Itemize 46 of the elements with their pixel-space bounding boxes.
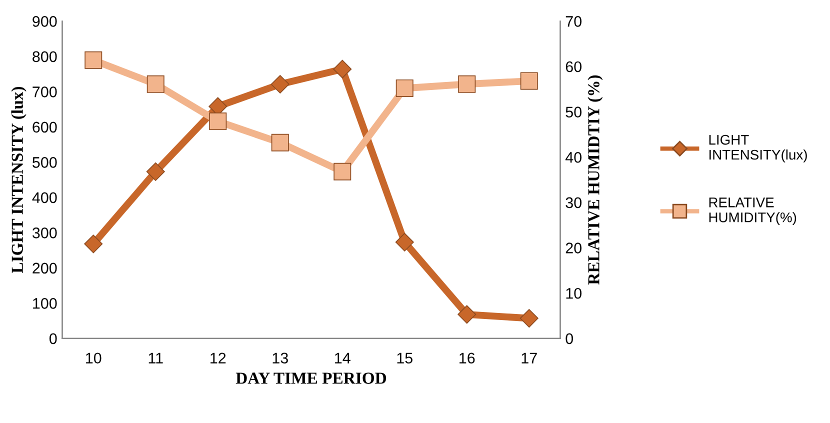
- x-tick-label: 16: [460, 352, 475, 364]
- x-tick-label: 10: [86, 352, 102, 364]
- legend-label: LIGHT INTENSITY(lux): [709, 134, 807, 162]
- point: [146, 75, 164, 93]
- point: [396, 79, 414, 97]
- x-axis-title: DAY TIME PERIOD: [236, 372, 386, 384]
- y2-tick-label: 20: [566, 242, 582, 254]
- y2-axis-title: RELATIVE HUMIDTIY (%): [588, 75, 603, 285]
- x-tick-label: 14: [335, 352, 350, 364]
- point: [84, 234, 103, 254]
- point: [333, 60, 352, 78]
- point: [520, 72, 538, 90]
- point: [146, 162, 165, 181]
- y2-tick-label: 40: [565, 152, 582, 163]
- y-tick-label: 300: [32, 228, 57, 238]
- point: [271, 134, 289, 152]
- point: [84, 51, 102, 69]
- y-tick-label: 800: [32, 51, 57, 62]
- point: [458, 305, 476, 324]
- x-tick-label: 15: [397, 352, 412, 364]
- y2-tick-label: 0: [566, 333, 574, 344]
- y-tick-label: 200: [32, 262, 57, 274]
- x-tick-label: 13: [272, 352, 288, 364]
- y-tick-label: 0: [49, 333, 57, 344]
- y-tick-label: 700: [32, 86, 57, 98]
- y-tick-label: 600: [32, 122, 57, 133]
- y2-tick-label: 70: [566, 16, 582, 27]
- x-tick-label: 12: [210, 352, 226, 364]
- x-tick-label: 11: [148, 352, 163, 364]
- point: [209, 112, 227, 130]
- y2-tick-label: 50: [566, 106, 582, 118]
- point: [395, 232, 414, 252]
- y2-tick-label: 10: [566, 288, 582, 299]
- y-axis-title: LIGHT INTENSITY (lux): [11, 86, 26, 274]
- point: [334, 162, 352, 180]
- y-tick-label: 400: [32, 192, 57, 204]
- point: [270, 74, 290, 94]
- x-tick-label: 17: [522, 352, 537, 364]
- y2-tick-label: 60: [566, 61, 582, 72]
- y-tick-label: 900: [32, 16, 57, 27]
- point: [458, 75, 476, 93]
- y-tick-label: 500: [32, 157, 57, 168]
- point: [520, 309, 538, 328]
- y2-tick-label: 30: [566, 197, 582, 208]
- legend-label: RELATIVE HUMIDITY(%): [709, 198, 796, 226]
- y-tick-label: 100: [33, 298, 57, 309]
